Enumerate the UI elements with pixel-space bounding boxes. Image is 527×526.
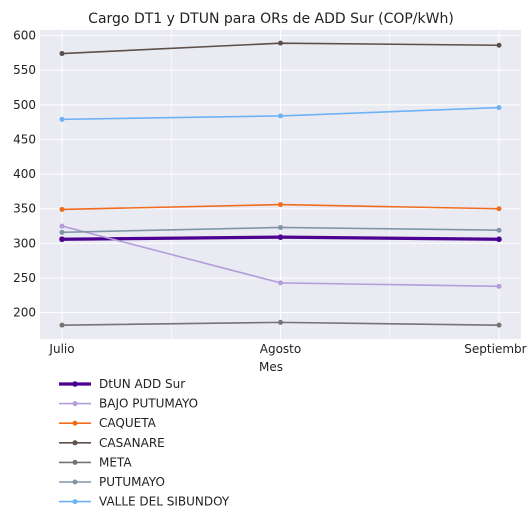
data-point (59, 116, 65, 122)
legend-marker (72, 440, 78, 446)
x-axis-label: Mes (259, 360, 283, 374)
legend-item: DtUN ADD Sur (59, 377, 185, 391)
x-axis-ticks: Julio Agosto Septiembre (48, 342, 527, 356)
data-point (278, 113, 283, 119)
y-tick-label: 300 (13, 236, 36, 250)
y-tick-label: 200 (13, 306, 36, 320)
legend-marker (72, 459, 78, 465)
y-tick-label: 550 (13, 63, 36, 77)
series-lines (59, 40, 502, 328)
data-point (278, 280, 283, 286)
data-point (496, 105, 502, 111)
legend-label: CASANARE (99, 436, 165, 450)
x-tick-label: Julio (48, 342, 74, 356)
data-point (59, 322, 65, 328)
data-point (59, 206, 65, 212)
grid (40, 30, 521, 339)
legend-item: VALLE DEL SIBUNDOY (59, 495, 230, 509)
x-tick-label: Agosto (260, 342, 301, 356)
legend-label: BAJO PUTUMAYO (99, 397, 198, 411)
legend-marker (72, 401, 78, 407)
y-tick-label: 500 (13, 98, 36, 112)
y-tick-label: 450 (13, 132, 36, 146)
series-casanare (59, 40, 502, 57)
data-point (278, 224, 283, 230)
legend-label: DtUN ADD Sur (99, 377, 185, 391)
data-point (496, 42, 502, 48)
legend-marker (72, 479, 78, 485)
legend-item: META (59, 455, 132, 469)
series-caqueta (59, 202, 502, 212)
legend-item: BAJO PUTUMAYO (59, 397, 198, 411)
data-point (277, 234, 284, 240)
data-point (496, 206, 502, 212)
series-meta (59, 319, 502, 328)
legend-label: VALLE DEL SIBUNDOY (99, 495, 230, 509)
y-tick-label: 350 (13, 202, 36, 216)
legend-label: PUTUMAYO (99, 475, 165, 489)
y-tick-label: 250 (13, 271, 36, 285)
series-putumayo (59, 224, 502, 235)
data-point (496, 322, 502, 328)
legend-item: PUTUMAYO (59, 475, 165, 489)
series-valle-del-sibundoy (59, 105, 502, 122)
legend-label: META (99, 455, 132, 469)
series-bajo-putumayo (59, 223, 502, 289)
chart-title: Cargo DT1 y DTUN para ORs de ADD Sur (CO… (88, 11, 454, 27)
y-tick-label: 600 (13, 29, 36, 43)
legend: DtUN ADD Sur BAJO PUTUMAYO CAQUETA CASANARE… (59, 377, 230, 509)
legend-item: CASANARE (59, 436, 165, 450)
legend-marker (72, 420, 78, 426)
data-point (278, 40, 283, 46)
series-dtun-add-sur (59, 234, 502, 243)
data-point (496, 236, 502, 243)
data-point (496, 227, 502, 233)
legend-marker (72, 381, 78, 387)
data-point (59, 51, 65, 57)
data-point (59, 236, 65, 243)
y-tick-label: 400 (13, 167, 36, 181)
data-point (59, 229, 65, 235)
y-axis-ticks: 200 250 300 350 400 450 500 550 600 (13, 29, 36, 320)
legend-marker (72, 499, 78, 505)
data-point (59, 223, 65, 229)
data-point (278, 202, 283, 208)
data-point (278, 319, 283, 325)
legend-item: CAQUETA (59, 416, 157, 430)
x-tick-label: Septiembre (464, 342, 527, 356)
legend-label: CAQUETA (99, 416, 157, 430)
data-point (496, 283, 502, 289)
